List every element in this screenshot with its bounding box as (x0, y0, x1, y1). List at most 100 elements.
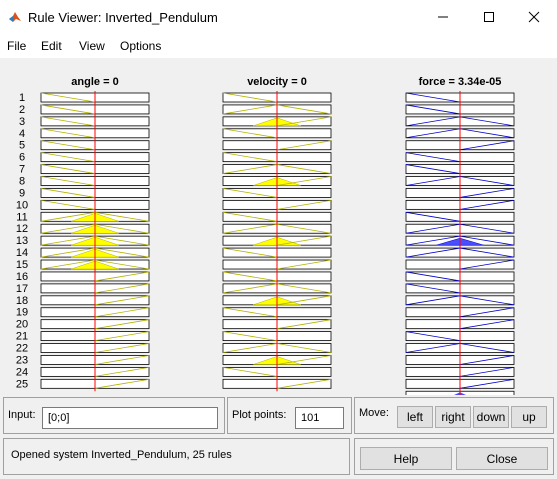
move-right-button[interactable]: right (435, 406, 471, 428)
output-membership-line (405, 271, 461, 282)
membership-function-line (94, 283, 150, 294)
move-up-button[interactable]: up (511, 406, 547, 428)
membership-function-line (222, 271, 278, 282)
minimize-button[interactable] (420, 0, 466, 34)
output-membership-line (405, 152, 461, 163)
plot-points-label: Plot points: (232, 409, 287, 421)
status-panel: Opened system Inverted_Pendulum, 25 rule… (3, 438, 350, 475)
output-membership-line (405, 283, 461, 294)
column-header-angle: angle = 0 (71, 76, 118, 88)
output-membership-line (459, 366, 515, 377)
membership-function-line (94, 366, 150, 377)
membership-function-line (276, 355, 332, 365)
help-button[interactable]: Help (360, 447, 452, 470)
rule-number-label: 17 (16, 283, 28, 295)
output-membership-line (405, 164, 461, 174)
output-membership-line (405, 104, 461, 115)
membership-function-line (222, 152, 278, 163)
membership-function-line (94, 307, 150, 318)
input-panel: Input: [0;0] (3, 397, 225, 434)
rule-number-label: 21 (16, 331, 28, 343)
move-label: Move: (359, 407, 389, 419)
output-membership-line (459, 259, 515, 270)
close-window-button[interactable] (511, 0, 557, 34)
membership-function-line (222, 366, 278, 377)
move-left-button[interactable]: left (397, 406, 433, 428)
membership-function-line (40, 152, 96, 163)
rule-plot[interactable]: angle = 0 velocity = 0 force = 3.34e-05123… (0, 58, 557, 395)
action-panel: Help Close (354, 438, 554, 475)
membership-function-line (94, 331, 150, 341)
maximize-button[interactable] (466, 0, 512, 34)
output-membership-line (459, 378, 515, 389)
output-membership-line (459, 188, 515, 198)
membership-function-line (276, 116, 332, 127)
membership-function-line (222, 92, 278, 103)
membership-function-line (94, 378, 150, 389)
rule-number-label: 18 (16, 295, 28, 307)
plot-points-field[interactable]: 101 (295, 407, 344, 429)
membership-function-line (276, 378, 332, 389)
membership-function-line (94, 295, 150, 306)
membership-function-line (40, 164, 96, 174)
membership-function-line (40, 128, 96, 139)
membership-function-line (276, 295, 332, 306)
rule-number-label: 8 (19, 176, 25, 188)
rule-number-label: 11 (16, 211, 27, 223)
rule-number-label: 22 (16, 343, 28, 355)
output-membership-line (459, 319, 515, 330)
rule-number-label: 3 (19, 116, 25, 128)
rule-number-label: 9 (19, 187, 25, 199)
output-membership-line (459, 355, 515, 365)
output-membership-line (459, 307, 515, 318)
membership-function-line (222, 307, 278, 318)
rule-number-label: 7 (19, 164, 25, 176)
rule-number-label: 5 (19, 140, 25, 152)
rule-number-label: 20 (16, 319, 28, 331)
rule-number-label: 10 (16, 199, 28, 211)
membership-function-line (40, 176, 96, 186)
membership-function-line (94, 319, 150, 330)
rule-number-label: 4 (19, 128, 25, 140)
membership-function-line (276, 176, 332, 186)
membership-function-line (276, 235, 332, 246)
move-down-button[interactable]: down (473, 406, 509, 428)
rule-plot-area: angle = 0 velocity = 0 force = 3.34e-05 1 2 3… (0, 58, 557, 395)
status-message: Opened system Inverted_Pendulum, 25 rule… (11, 449, 232, 461)
output-membership-line (405, 211, 461, 222)
rule-number-label: 25 (16, 378, 28, 390)
output-membership-line (459, 140, 515, 151)
membership-function-line (222, 211, 278, 222)
close-button[interactable]: Close (456, 447, 548, 470)
menu-edit[interactable]: Edit (41, 39, 62, 53)
rule-number-label: 12 (16, 223, 28, 235)
plot-points-panel: Plot points: 101 (227, 397, 352, 434)
membership-function-line (40, 188, 96, 198)
rule-number-label: 13 (16, 235, 28, 247)
column-header-force: force = 3.34e-05 (419, 76, 502, 88)
menu-options[interactable]: Options (120, 39, 162, 53)
membership-function-line (222, 247, 278, 258)
membership-function-line (222, 188, 278, 198)
membership-function-line (276, 259, 332, 270)
rule-number-label: 1 (19, 92, 25, 104)
input-label: Input: (8, 409, 36, 421)
membership-function-line (94, 271, 150, 282)
menu-view[interactable]: View (79, 39, 105, 53)
membership-function-line (276, 319, 332, 330)
rule-number-label: 16 (16, 271, 28, 283)
membership-function-line (276, 199, 332, 210)
column-header-velocity: velocity = 0 (247, 76, 307, 88)
membership-function-line (40, 116, 96, 127)
window-title: Rule Viewer: Inverted_Pendulum (28, 10, 218, 25)
rule-number-label: 6 (19, 152, 25, 164)
rule-number-label: 15 (16, 259, 28, 271)
rule-number-label: 2 (19, 104, 25, 116)
input-field[interactable]: [0;0] (42, 407, 218, 429)
rule-number-label: 14 (16, 247, 28, 259)
menu-file[interactable]: File (7, 39, 27, 53)
membership-function-line (222, 128, 278, 139)
menu-bar: File Edit View Options (0, 34, 557, 58)
output-membership-line (405, 331, 461, 341)
move-panel: Move: left right down up (354, 397, 554, 434)
